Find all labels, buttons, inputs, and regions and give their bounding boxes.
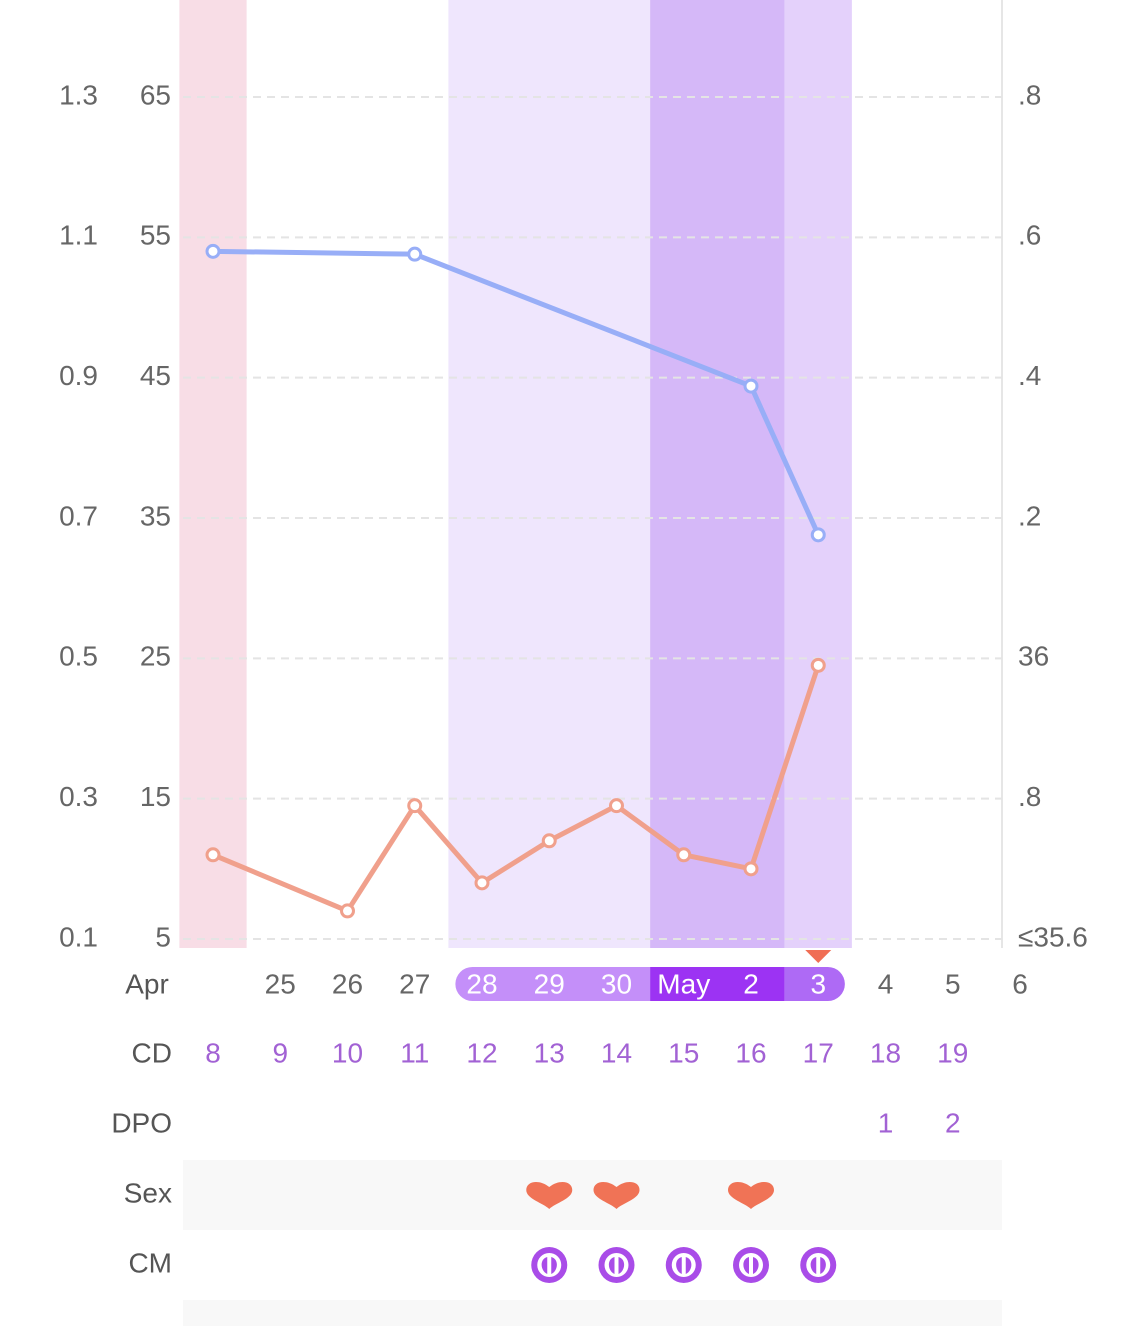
row-value: 12 xyxy=(466,1037,497,1068)
point xyxy=(205,847,221,863)
cm-icon-drop xyxy=(743,1257,759,1274)
y3-tick-label: 0.5 xyxy=(59,641,98,672)
row-value: 15 xyxy=(668,1037,699,1068)
y3-tick-label: 0.7 xyxy=(59,500,98,531)
heart-icon xyxy=(728,1181,774,1209)
point xyxy=(743,861,759,877)
date-label: 6 xyxy=(1012,968,1028,999)
date-pill xyxy=(455,967,845,1001)
date-label: 5 xyxy=(945,968,961,999)
phase-band xyxy=(650,0,785,948)
heart-icon xyxy=(593,1181,640,1209)
row-bg xyxy=(183,1160,1002,1230)
cm-icon-inner xyxy=(604,1253,629,1277)
row-label: Sex xyxy=(124,1177,172,1208)
pill-segment xyxy=(455,967,651,1001)
pill-segment xyxy=(784,967,845,1001)
date-label: 4 xyxy=(878,968,894,999)
y3-tick-label: 0.1 xyxy=(59,921,98,952)
y-tick-label: 25 xyxy=(140,641,171,672)
point xyxy=(407,798,423,814)
date-label: 29 xyxy=(534,968,565,999)
phase-band xyxy=(784,0,852,948)
point xyxy=(609,798,624,814)
point xyxy=(407,246,423,262)
row-value: 8 xyxy=(205,1037,221,1068)
point xyxy=(340,903,355,919)
pill-segment xyxy=(650,967,785,1001)
y2-tick-label: .4 xyxy=(1018,360,1041,391)
month-label: Apr xyxy=(125,968,169,999)
y-tick-label: 35 xyxy=(140,500,171,531)
point xyxy=(474,875,490,891)
row-label: DPO xyxy=(111,1107,172,1138)
cm-icon-inner xyxy=(806,1253,831,1277)
cm-icon-inner xyxy=(739,1253,763,1277)
phase-band xyxy=(179,0,247,948)
date-label: 25 xyxy=(265,968,296,999)
row-value: 2 xyxy=(945,1107,961,1138)
today-marker xyxy=(805,950,832,963)
cm-icon-drop xyxy=(810,1257,826,1274)
date-label: 2 xyxy=(743,968,759,999)
y2-tick-label: .8 xyxy=(1018,781,1041,812)
row-value: 13 xyxy=(534,1037,565,1068)
row-value: 19 xyxy=(937,1037,968,1068)
point xyxy=(676,847,692,863)
date-label: 30 xyxy=(601,968,632,999)
y2-tick-label: ≤35.6 xyxy=(1018,921,1088,952)
date-label: May xyxy=(657,968,710,999)
point xyxy=(743,378,759,394)
point xyxy=(205,243,221,259)
line xyxy=(212,248,821,536)
row-value: 1 xyxy=(878,1107,894,1138)
y3-tick-label: 0.9 xyxy=(59,360,98,391)
point xyxy=(810,657,826,673)
cm-icon-drop xyxy=(608,1257,625,1274)
y2-tick-label: .2 xyxy=(1018,500,1041,531)
row-value: 16 xyxy=(735,1037,766,1068)
y3-tick-label: 0.3 xyxy=(59,781,98,812)
date-label: 3 xyxy=(810,968,826,999)
row-value: 18 xyxy=(870,1037,901,1068)
date-label: 26 xyxy=(332,968,363,999)
phase-band xyxy=(448,0,651,948)
row-label: CD xyxy=(132,1037,172,1068)
row-value: 14 xyxy=(601,1037,632,1068)
row-value: 11 xyxy=(400,1037,429,1068)
cm-icon-drop xyxy=(541,1257,557,1274)
y-tick-label: 15 xyxy=(140,781,171,812)
row-label: CM xyxy=(128,1247,172,1278)
y2-tick-label: 36 xyxy=(1018,641,1049,672)
y-tick-label: 65 xyxy=(140,79,171,110)
y-tick-label: 45 xyxy=(140,360,171,391)
heart-icon xyxy=(526,1181,573,1209)
y2-tick-label: .6 xyxy=(1018,220,1041,251)
date-label: 28 xyxy=(466,968,497,999)
cm-icon-inner xyxy=(671,1253,696,1277)
y-tick-label: 55 xyxy=(140,220,171,251)
cm-icon-inner xyxy=(537,1253,562,1277)
row-bg xyxy=(183,1300,1002,1326)
row-value: 17 xyxy=(803,1037,834,1068)
point xyxy=(810,527,826,543)
y2-tick-label: .8 xyxy=(1018,79,1041,110)
date-label: 27 xyxy=(399,968,430,999)
y-tick-label: 5 xyxy=(155,921,171,952)
cm-icon-drop xyxy=(676,1257,692,1274)
y3-tick-label: 1.1 xyxy=(59,220,98,251)
row-value: 10 xyxy=(332,1037,363,1068)
row-value: 9 xyxy=(272,1037,288,1068)
y3-tick-label: 1.3 xyxy=(59,79,98,110)
point xyxy=(541,833,557,849)
